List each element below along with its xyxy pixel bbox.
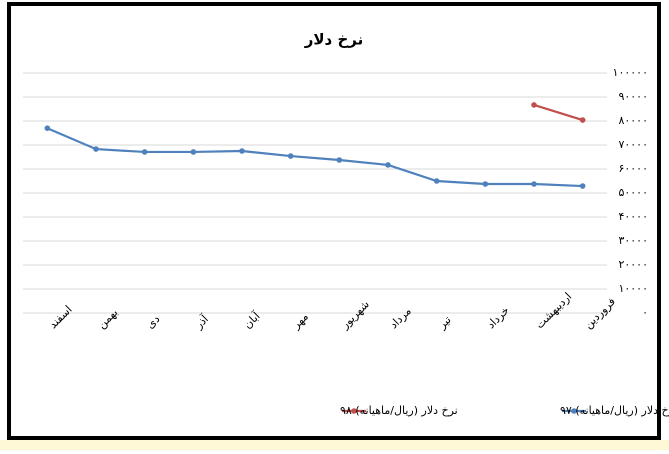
status-strip xyxy=(0,440,669,450)
point xyxy=(336,157,343,163)
y-tick-label: ۳۰۰۰۰ xyxy=(618,234,648,247)
point xyxy=(141,149,148,155)
legend-marker xyxy=(571,408,577,414)
point xyxy=(482,181,489,187)
point xyxy=(190,149,197,155)
point xyxy=(531,181,537,187)
point xyxy=(579,117,586,123)
point xyxy=(433,178,440,184)
series-line xyxy=(533,103,583,122)
y-tick-label: ۶۰۰۰۰ xyxy=(618,162,648,175)
y-tick-label: ۴۰۰۰۰ xyxy=(618,210,648,223)
y-tick-label: ۹۰۰۰۰ xyxy=(618,90,648,103)
point xyxy=(287,153,294,159)
legend-marker xyxy=(351,408,357,414)
legend-label: نرخ دلار (ریال/ماهیانه) ۹۸ xyxy=(340,404,458,417)
chart-border xyxy=(7,2,661,440)
chart-title: نرخ دلار xyxy=(304,31,364,49)
point xyxy=(239,148,245,154)
y-tick-label: ۱۰۰۰۰ xyxy=(618,282,648,295)
point xyxy=(579,183,586,189)
y-tick-label: ۸۰۰۰۰ xyxy=(618,114,648,127)
legend-label: نرخ دلار (ریال/ماهیانه) ۹۷ xyxy=(560,404,669,417)
y-tick-label: ۲۰۰۰۰ xyxy=(618,258,648,271)
y-tick-label: ۰ xyxy=(642,306,648,319)
point xyxy=(44,125,51,131)
y-tick-label: ۱۰۰۰۰۰ xyxy=(613,66,648,79)
point xyxy=(531,102,537,108)
point xyxy=(385,162,391,168)
y-tick-label: ۷۰۰۰۰ xyxy=(618,138,648,151)
y-tick-label: ۵۰۰۰۰ xyxy=(618,186,648,199)
series-line xyxy=(46,127,583,188)
point xyxy=(93,146,99,152)
